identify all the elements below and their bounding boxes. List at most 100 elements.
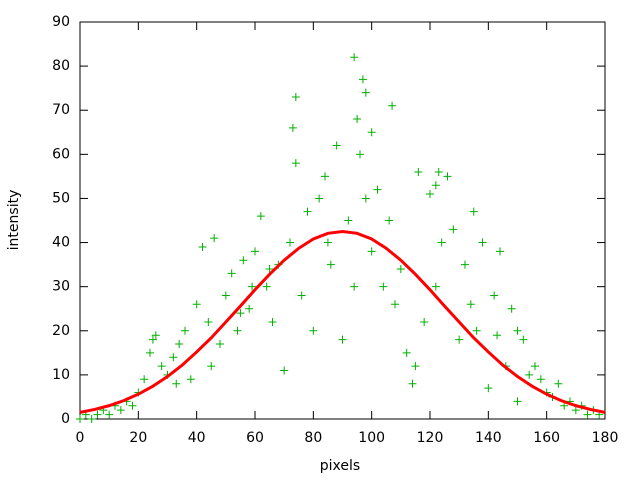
data-point [519, 335, 528, 344]
data-point [525, 370, 534, 379]
y-tick-label: 40 [52, 235, 70, 251]
data-point [350, 53, 359, 62]
x-tick-label: 20 [129, 430, 147, 446]
data-point [391, 300, 399, 309]
data-point [280, 366, 289, 375]
data-point [288, 123, 297, 132]
data-point [379, 282, 388, 291]
y-tick-label: 60 [52, 146, 70, 162]
fit-curve [79, 230, 606, 414]
data-point [367, 128, 376, 137]
data-point [367, 247, 376, 256]
data-point [146, 348, 154, 357]
data-point [484, 384, 493, 393]
data-point [116, 406, 125, 415]
data-point [513, 326, 522, 335]
data-point [297, 291, 306, 300]
data-point [344, 216, 353, 225]
x-tick-label: 100 [358, 430, 385, 446]
data-point [186, 375, 195, 384]
data-point [291, 92, 300, 101]
data-point [490, 291, 499, 300]
data-point [148, 335, 157, 344]
data-point [437, 238, 446, 247]
data-point [157, 362, 166, 371]
data-point [76, 415, 84, 423]
data-point [323, 238, 332, 247]
data-point [361, 88, 370, 97]
data-point [414, 167, 423, 176]
data-point [216, 340, 224, 349]
data-point [239, 256, 248, 265]
data-point [93, 410, 102, 419]
data-point [236, 309, 245, 318]
data-point [286, 238, 294, 247]
x-tick-label: 60 [246, 430, 264, 446]
x-tick-label: 140 [475, 430, 502, 446]
data-point [251, 247, 259, 256]
data-point [396, 265, 405, 274]
data-point [507, 304, 516, 313]
data-point [513, 397, 522, 406]
x-tick-label: 120 [417, 430, 444, 446]
data-point [402, 348, 411, 357]
data-point [326, 260, 335, 269]
data-point [496, 247, 504, 256]
data-point [303, 207, 312, 216]
data-point [192, 300, 201, 309]
data-point [315, 194, 324, 203]
data-point [536, 375, 545, 384]
y-axis-label: intensity [6, 190, 22, 251]
data-point [169, 353, 178, 362]
data-point [207, 362, 216, 371]
data-point [466, 300, 475, 309]
y-tick-label: 90 [52, 14, 70, 30]
data-point [358, 75, 367, 84]
x-tick-label: 80 [304, 430, 322, 446]
data-point [233, 326, 242, 335]
x-tick-label: 40 [188, 430, 206, 446]
data-point [291, 159, 300, 168]
data-point [309, 326, 318, 335]
y-tick-label: 70 [52, 102, 70, 118]
data-point [493, 331, 502, 340]
y-tick-label: 0 [61, 411, 70, 427]
data-point [140, 375, 149, 384]
data-point [434, 167, 443, 176]
data-point [151, 331, 160, 340]
data-point [411, 362, 420, 371]
data-point [175, 340, 184, 349]
data-point [455, 335, 464, 344]
x-tick-label: 0 [76, 430, 85, 446]
data-point [338, 335, 347, 344]
y-tick-label: 20 [52, 323, 70, 339]
data-point [361, 194, 370, 203]
data-point [373, 185, 382, 194]
data-point [449, 225, 458, 234]
data-point [408, 379, 417, 388]
data-point [571, 406, 580, 415]
data-point [420, 317, 429, 326]
data-point [210, 234, 219, 243]
data-point [356, 150, 364, 159]
data-point [478, 238, 487, 247]
data-point [262, 282, 271, 291]
data-point [332, 141, 341, 150]
data-point [583, 410, 592, 419]
data-point [245, 304, 254, 313]
data-point [256, 212, 265, 221]
data-point [204, 317, 213, 326]
data-point [469, 207, 478, 216]
y-tick-label: 10 [52, 367, 70, 383]
data-point [268, 317, 277, 326]
data-point [181, 326, 189, 335]
data-point [531, 362, 539, 371]
data-point [353, 115, 362, 124]
data-point [87, 415, 96, 423]
x-tick-label: 180 [592, 430, 619, 446]
plot-frame [79, 21, 606, 420]
data-point [431, 181, 440, 190]
data-point [431, 282, 440, 291]
data-point [248, 282, 257, 291]
